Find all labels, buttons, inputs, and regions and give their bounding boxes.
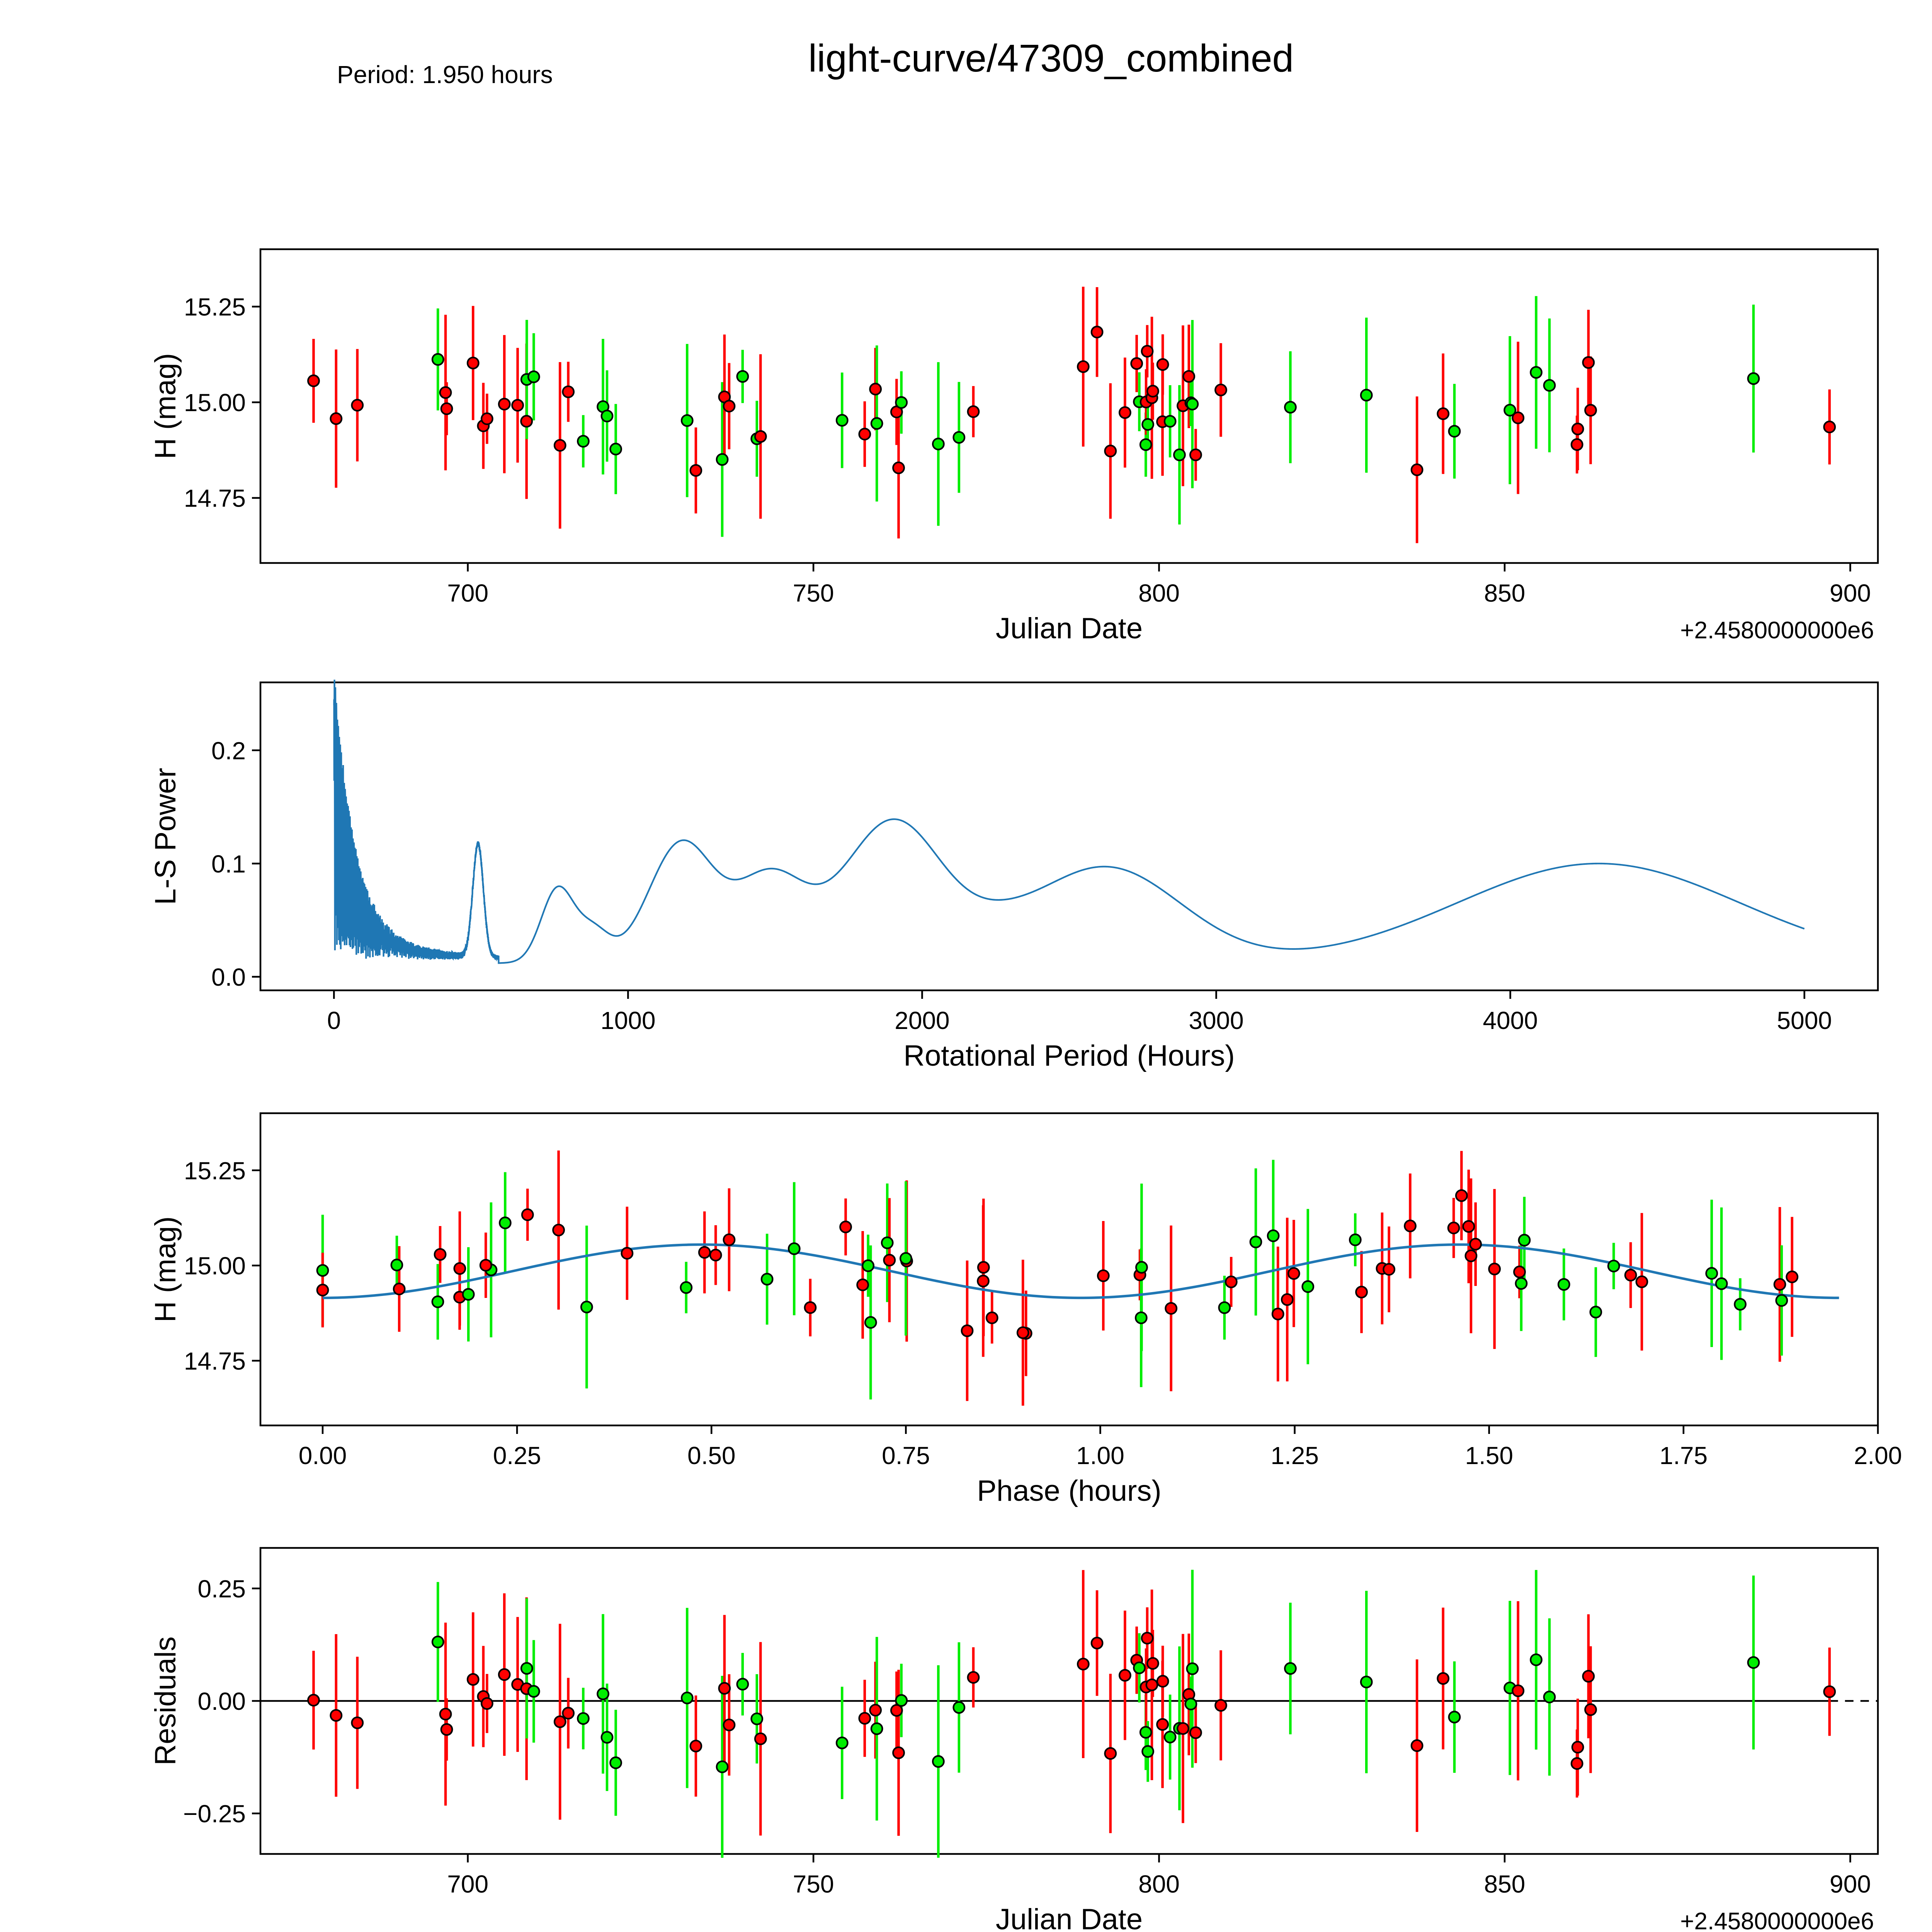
svg-text:Julian Date: Julian Date xyxy=(996,1903,1143,1932)
svg-text:0.25: 0.25 xyxy=(197,1575,246,1603)
svg-text:700: 700 xyxy=(447,579,488,607)
svg-text:2.00: 2.00 xyxy=(1854,1442,1902,1469)
svg-text:14.75: 14.75 xyxy=(184,1347,246,1375)
svg-text:1.25: 1.25 xyxy=(1270,1442,1319,1469)
svg-text:2000: 2000 xyxy=(895,1007,949,1034)
svg-text:H (mag): H (mag) xyxy=(149,1216,182,1322)
svg-text:+2.4580000000e6: +2.4580000000e6 xyxy=(1680,617,1874,644)
svg-text:Rotational Period (Hours): Rotational Period (Hours) xyxy=(903,1039,1235,1072)
svg-text:1000: 1000 xyxy=(600,1007,655,1034)
svg-text:L-S Power: L-S Power xyxy=(149,768,182,905)
svg-text:15.25: 15.25 xyxy=(184,293,246,321)
svg-text:0.00: 0.00 xyxy=(299,1442,347,1469)
svg-text:0: 0 xyxy=(327,1007,341,1034)
svg-text:850: 850 xyxy=(1484,1870,1526,1898)
svg-text:0.00: 0.00 xyxy=(197,1687,246,1715)
svg-text:+2.4580000000e6: +2.4580000000e6 xyxy=(1680,1908,1874,1932)
svg-text:1.50: 1.50 xyxy=(1465,1442,1513,1469)
svg-text:1.00: 1.00 xyxy=(1076,1442,1124,1469)
svg-text:900: 900 xyxy=(1830,579,1871,607)
svg-text:Julian Date: Julian Date xyxy=(996,612,1143,645)
svg-text:14.75: 14.75 xyxy=(184,485,246,512)
svg-text:light-curve/47309_combined: light-curve/47309_combined xyxy=(808,37,1294,80)
svg-text:0.2: 0.2 xyxy=(211,737,246,765)
svg-text:0.25: 0.25 xyxy=(493,1442,541,1469)
svg-text:850: 850 xyxy=(1484,579,1526,607)
svg-text:700: 700 xyxy=(447,1870,488,1898)
svg-text:15.00: 15.00 xyxy=(184,389,246,417)
svg-text:800: 800 xyxy=(1138,1870,1180,1898)
svg-text:5000: 5000 xyxy=(1777,1007,1832,1034)
svg-text:−0.25: −0.25 xyxy=(183,1800,246,1828)
svg-text:Period: 1.950 hours: Period: 1.950 hours xyxy=(337,61,553,88)
svg-text:800: 800 xyxy=(1138,579,1180,607)
svg-text:900: 900 xyxy=(1830,1870,1871,1898)
svg-text:H (mag): H (mag) xyxy=(149,353,182,459)
svg-text:15.25: 15.25 xyxy=(184,1157,246,1185)
svg-text:Residuals: Residuals xyxy=(149,1636,182,1765)
svg-text:Phase (hours): Phase (hours) xyxy=(977,1475,1161,1507)
svg-text:4000: 4000 xyxy=(1483,1007,1537,1034)
svg-text:0.75: 0.75 xyxy=(882,1442,930,1469)
svg-text:0.50: 0.50 xyxy=(687,1442,736,1469)
svg-text:1.75: 1.75 xyxy=(1660,1442,1708,1469)
svg-text:750: 750 xyxy=(793,579,834,607)
svg-text:0.1: 0.1 xyxy=(211,850,246,878)
svg-text:3000: 3000 xyxy=(1189,1007,1243,1034)
svg-text:0.0: 0.0 xyxy=(211,963,246,991)
svg-text:15.00: 15.00 xyxy=(184,1252,246,1280)
svg-text:750: 750 xyxy=(793,1870,834,1898)
